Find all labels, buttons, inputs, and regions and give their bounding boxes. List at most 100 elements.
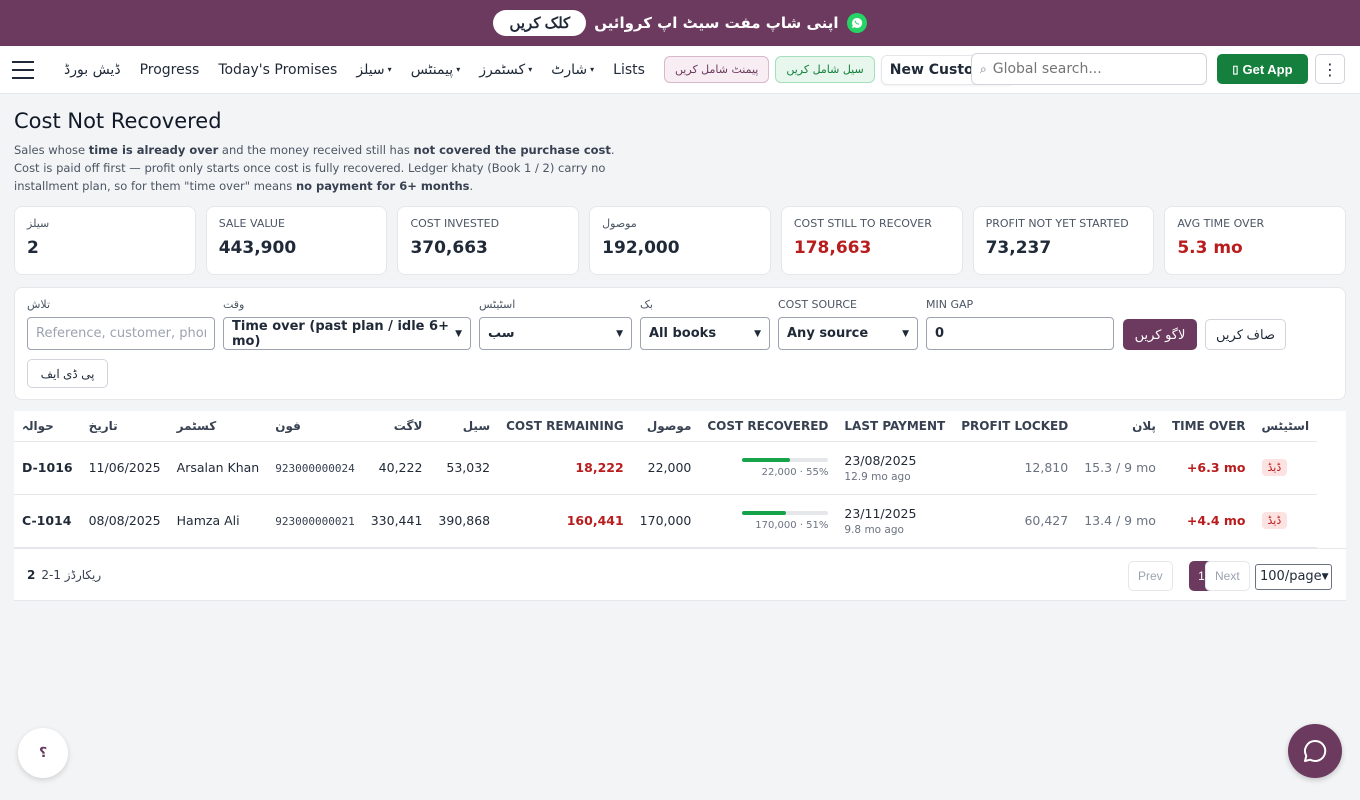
status-filter-select[interactable]: سب ▼ [479,317,632,350]
chevron-down-icon: ▼ [616,328,623,339]
desc-segment: time is already over [88,143,219,157]
reference-search-input[interactable] [27,317,215,350]
table-row[interactable]: D-1016 11/06/2025 Arsalan Khan 923000000024… [14,441,1318,495]
desc-segment: no payment for 6+ months [295,179,470,193]
search-icon: ⌕ [980,61,987,76]
nav-dropdown[interactable]: کسٹمرز ▾ [479,62,532,78]
cell-plan-text: 15.3 / 9 mo [1084,460,1156,475]
cell-customer-text: Hamza Ali [176,513,240,528]
whatsapp-icon[interactable] [846,13,867,33]
global-search-input[interactable] [992,61,1193,77]
cell-received-text: 170,000 [639,513,692,528]
cell-sale: 390,868 [430,494,499,548]
add-sale-button[interactable]: سیل شامل کریں [775,56,875,83]
per-page-select[interactable]: 100/page ▼ [1255,563,1332,590]
cell-last-payment: 23/11/2025 9.8 mo ago [836,494,954,548]
records-total: 2 [27,567,36,582]
cell-date: 08/08/2025 [80,494,169,548]
more-options-icon[interactable]: ⋮ [1315,54,1345,84]
last-payment-ago: 12.9 mo ago [844,470,911,483]
chevron-down-icon: ▼ [1321,571,1329,582]
next-page-button[interactable]: Next [1205,560,1250,591]
column-header[interactable]: COST REMAINING [498,411,632,442]
column-header[interactable]: اسٹیٹس [1253,411,1318,442]
get-app-button[interactable]: ▯ Get App [1217,54,1308,84]
last-payment-date: 23/08/2025 [844,452,917,468]
column-header[interactable]: LAST PAYMENT [836,411,954,442]
card-label: AVG TIME OVER [1177,217,1265,230]
clear-filters-button[interactable]: صاف کریں [1205,319,1286,350]
cell-reference: D-1016 [14,441,81,495]
book-filter-value: All books [649,326,717,341]
book-filter-label: بک [640,298,653,311]
nav-link[interactable]: Lists [613,61,645,78]
cell-last-payment: 23/08/2025 12.9 mo ago [836,441,954,495]
apply-filters-button[interactable]: لاگو کریں [1123,319,1197,350]
nav-link[interactable]: سیلز [356,61,385,78]
cell-sale-text: 390,868 [438,513,491,528]
nav-link[interactable]: Progress [139,61,200,78]
column-header[interactable]: لاگت [362,411,431,442]
min-gap-input[interactable] [926,317,1114,350]
card-value: 2 [27,238,39,258]
card-label: موصول [602,217,637,230]
chat-icon [1304,739,1327,762]
banner-cta-button[interactable]: کلک کریں [493,10,587,36]
page-title: Cost Not Recovered [14,109,222,133]
column-header[interactable]: فون [267,411,363,442]
cell-remaining: 160,441 [498,494,632,548]
status-filter-value: سب [488,326,515,341]
min-gap-label: MIN GAP [926,298,974,311]
cell-customer-text: Arsalan Khan [176,460,260,475]
help-button[interactable]: ؟ [18,728,68,778]
nav-link[interactable]: پیمنٹس [410,61,454,78]
column-header[interactable]: موصول [631,411,700,442]
nav-dropdown[interactable]: پیمنٹس ▾ [411,62,461,78]
column-header[interactable]: کسٹمر [168,411,268,442]
column-header[interactable]: COST RECOVERED [699,411,837,442]
cell-plan: 15.3 / 9 mo [1076,441,1164,495]
chat-button[interactable] [1288,724,1342,778]
table-row[interactable]: C-1014 08/08/2025 Hamza Ali 923000000021 330… [14,494,1318,548]
nav-links: ڈیش بورڈ Progress Today's Promises سیلز ▾ پیم… [64,62,664,78]
column-header[interactable]: TIME OVER [1163,411,1254,442]
column-header[interactable]: تاریخ [80,411,169,442]
cell-date-text: 11/06/2025 [88,460,161,475]
cell-cost: 330,441 [362,494,431,548]
prev-page-button[interactable]: Prev [1128,560,1173,591]
time-filter-select[interactable]: Time over (past plan / idle 6+ mo) ▼ [223,317,471,350]
summary-cards: سیلز 2 SALE VALUE 443,900 COST INVESTED 370,6… [14,206,1347,275]
pdf-button[interactable]: پی ڈی ایف [27,359,108,388]
cell-customer: Arsalan Khan [168,441,268,495]
card-label: سیلز [27,217,50,230]
summary-card: COST INVESTED 370,663 [397,206,580,275]
nav-dropdown[interactable]: شارٹ ▾ [551,62,594,78]
cell-reference-text: C-1014 [22,513,72,528]
card-value: 5.3 mo [1177,238,1243,258]
cell-phone: 923000000021 [267,494,363,548]
global-search[interactable]: ⌕ [971,53,1207,85]
column-header[interactable]: سیل [430,411,499,442]
book-filter-select[interactable]: All books ▼ [640,317,770,350]
cell-received-text: 22,000 [647,460,692,475]
cell-received: 22,000 [631,441,700,495]
card-value: 73,237 [985,238,1052,258]
nav-link[interactable]: ڈیش بورڈ [64,61,121,78]
get-app-label: Get App [1242,61,1293,77]
column-header[interactable]: PROFIT LOCKED [953,411,1077,442]
caret-down-icon: ▾ [590,65,595,74]
recovered-progress-fill [742,510,787,515]
add-payment-button[interactable]: پیمنٹ شامل کریں [663,56,770,83]
cell-recovered: 22,000 · 55% [699,441,837,495]
menu-icon[interactable] [12,60,34,79]
nav-link[interactable]: کسٹمرز [479,61,526,78]
nav-link[interactable]: Today's Promises [218,61,338,78]
nav-link[interactable]: شارٹ [551,61,588,78]
nav-dropdown[interactable]: سیلز ▾ [356,62,391,78]
column-header[interactable]: حوالہ [14,411,81,442]
column-header[interactable]: پلان [1076,411,1164,442]
card-label: COST STILL TO RECOVER [793,217,932,230]
cost-source-select[interactable]: Any source ▼ [778,317,918,350]
cell-date-text: 08/08/2025 [88,513,161,528]
card-value: 370,663 [410,238,488,258]
